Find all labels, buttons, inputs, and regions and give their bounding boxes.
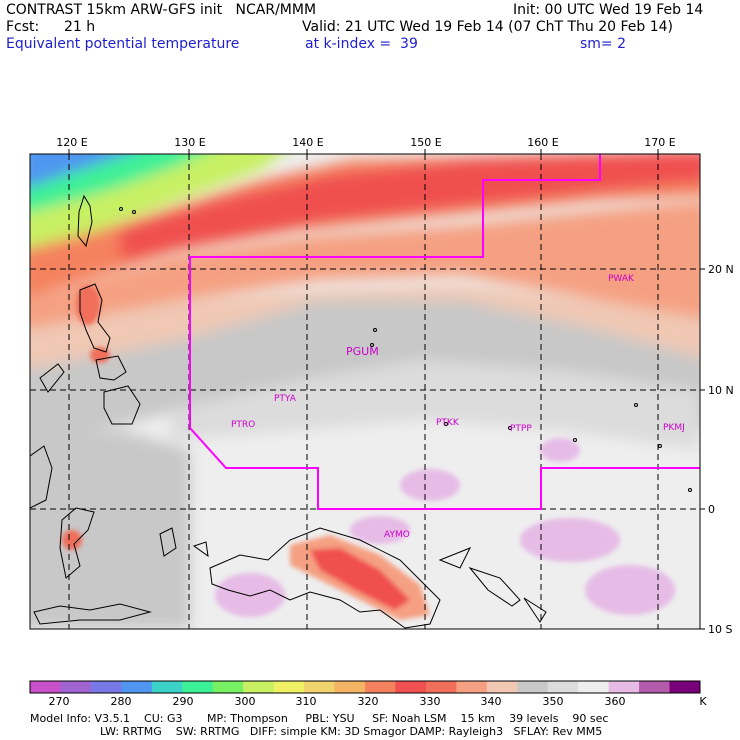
- station-pwak: PWAK: [608, 274, 635, 284]
- station-ptya: PTYA: [274, 394, 297, 404]
- colorbar-frame: [29, 680, 701, 694]
- field-name: Equivalent potential temperature: [6, 36, 240, 52]
- colorbar-swatch: [121, 681, 153, 693]
- model-title: CONTRAST 15km ARW-GFS init NCAR/MMM: [6, 2, 317, 18]
- lat-label: 0: [708, 503, 715, 516]
- colorbar-label: 330: [420, 695, 441, 708]
- colorbar-swatch: [547, 681, 579, 693]
- station-pkmj: PKMJ: [663, 423, 685, 433]
- colorbar-swatch: [486, 681, 518, 693]
- lat-label: 20 N: [708, 263, 734, 276]
- physics-info: LW: RRTMG SW: RRTMG DIFF: simple KM: 3D …: [100, 725, 603, 738]
- map-frame: [29, 153, 701, 630]
- colorbar-label: 340: [481, 695, 502, 708]
- lat-label: 10 N: [708, 384, 734, 397]
- colorbar-swatch: [608, 681, 640, 693]
- lon-label: 170 E: [644, 136, 675, 149]
- station-ptro: PTRO: [231, 420, 255, 430]
- colorbar-swatch: [90, 681, 122, 693]
- colorbar-swatch: [517, 681, 549, 693]
- colorbar-swatch: [151, 681, 183, 693]
- colorbar-label: 310: [296, 695, 317, 708]
- colorbar-swatch: [669, 681, 701, 693]
- theta-e-field: PWAK PGUM PTYA PTRO PTKK PTPP PKMJ AYMO: [30, 154, 700, 629]
- tick-marks: [68, 149, 705, 630]
- area-boundary: [189, 154, 700, 510]
- colorbar-swatch: [273, 681, 305, 693]
- lon-label: 160 E: [527, 136, 558, 149]
- colorbar-swatch: [60, 681, 92, 693]
- lon-label: 130 E: [174, 136, 205, 149]
- lon-label: 140 E: [292, 136, 323, 149]
- level-label: at k-index = 39: [305, 36, 418, 52]
- model-info: Model Info: V3.5.1 CU: G3 MP: Thompson P…: [30, 712, 609, 725]
- colorbar-swatch: [425, 681, 457, 693]
- colorbar-unit: K: [699, 695, 707, 708]
- colorbar-label: 350: [543, 695, 564, 708]
- station-ptkk: PTKK: [436, 418, 460, 428]
- colorbar-swatch: [334, 681, 366, 693]
- colorbar-swatch: [304, 681, 336, 693]
- colorbar-swatch: [365, 681, 396, 693]
- colorbar-label: 290: [173, 695, 194, 708]
- colorbar-swatch: [212, 681, 244, 693]
- colorbar-label: 320: [358, 695, 379, 708]
- colorbar-swatch: [182, 681, 214, 693]
- lon-label: 120 E: [56, 136, 87, 149]
- station-ptpp: PTPP: [510, 424, 532, 434]
- colorbar-label: 360: [605, 695, 626, 708]
- colorbar-swatch: [578, 681, 610, 693]
- lon-label: 150 E: [410, 136, 441, 149]
- lat-label: 10 S: [708, 623, 732, 636]
- colorbar-swatch: [243, 681, 275, 693]
- colorbar-label: 270: [49, 695, 70, 708]
- forecast-hour: 21 h: [64, 19, 96, 35]
- station-pgum: PGUM: [346, 345, 379, 358]
- colorbar: [29, 680, 701, 694]
- valid-time: Valid: 21 UTC Wed 19 Feb 14 (07 ChT Thu …: [302, 19, 674, 35]
- smoothing-label: sm= 2: [580, 36, 627, 52]
- colorbar-label: 300: [235, 695, 256, 708]
- coastlines: [30, 194, 692, 629]
- colorbar-swatch: [30, 681, 61, 693]
- forecast-label: Fcst:: [6, 19, 40, 35]
- colorbar-swatch: [395, 681, 427, 693]
- colorbar-label: 280: [111, 695, 132, 708]
- colorbar-swatch: [456, 681, 488, 693]
- colorbar-swatch: [639, 681, 671, 693]
- init-time: Init: 00 UTC Wed 19 Feb 14: [513, 2, 704, 18]
- station-aymo: AYMO: [384, 530, 410, 540]
